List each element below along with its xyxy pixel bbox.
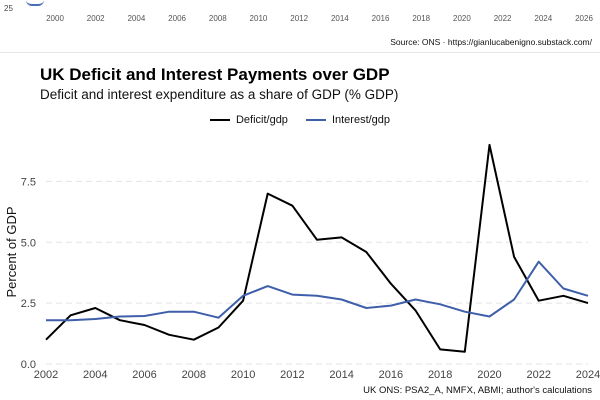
chart-legend: Deficit/gdp Interest/gdp — [0, 114, 600, 126]
previous-figure-x-tick: 2022 — [493, 14, 512, 23]
deficit-line — [45, 143, 589, 353]
x-tick-label: 2008 — [182, 369, 206, 381]
x-tick-label: 2004 — [83, 369, 107, 381]
x-tick-label: 2016 — [379, 369, 403, 381]
previous-figure-x-tick: 2026 — [575, 14, 593, 23]
legend-swatch-deficit — [209, 119, 230, 121]
x-tick-label: 2018 — [428, 369, 452, 381]
previous-figure-x-tick: 2006 — [168, 14, 186, 23]
x-tick-label: 2024 — [576, 369, 600, 381]
previous-figure-x-tick: 2016 — [371, 14, 390, 23]
chart-subtitle: Deficit and interest expenditure as a sh… — [40, 87, 399, 102]
legend-item-deficit: Deficit/gdp — [209, 114, 288, 126]
legend-label-interest: Interest/gdp — [331, 114, 391, 126]
previous-figure-x-tick: 2018 — [412, 14, 431, 23]
previous-figure-x-tick: 2024 — [534, 14, 553, 23]
x-tick-label: 2006 — [132, 369, 156, 381]
x-tick-label: 2010 — [231, 369, 255, 381]
legend-item-interest: Interest/gdp — [305, 114, 391, 126]
previous-figure-strip: 25 2000 2002 2004 2006 2008 2010 2012 2014 2016 2… — [0, 0, 600, 50]
y-tick-label: 0.0 — [21, 359, 36, 371]
x-tick-label: 2002 — [34, 369, 58, 381]
x-tick-label: 2022 — [526, 369, 550, 381]
y-tick-label: 5.0 — [21, 237, 36, 249]
previous-figure-x-tick: 2014 — [330, 14, 349, 23]
previous-figure-x-tick: 2012 — [290, 14, 309, 23]
previous-figure-line-fragment — [26, 0, 44, 6]
y-tick-label: 7.5 — [21, 176, 36, 188]
x-tick-label: 2014 — [329, 369, 353, 381]
previous-figure-x-tick: 2000 — [46, 14, 64, 23]
chart-title: UK Deficit and Interest Payments over GD… — [40, 65, 390, 84]
previous-figure-x-tick: 2004 — [127, 14, 146, 23]
previous-figure-x-tick: 2002 — [86, 14, 105, 23]
x-tick-label: 2012 — [280, 369, 304, 381]
x-tick-label: 2020 — [477, 369, 501, 381]
y-tick-label: 2.5 — [21, 298, 36, 310]
figure-divider — [0, 52, 600, 53]
legend-swatch-interest — [305, 119, 326, 121]
previous-figure-y-tick: 25 — [4, 4, 13, 13]
legend-label-deficit: Deficit/gdp — [235, 114, 288, 126]
previous-figure-x-tick: 2020 — [453, 14, 471, 23]
previous-figure-x-tick: 2010 — [249, 14, 268, 23]
y-axis-label: Percent of GDP — [4, 206, 19, 297]
previous-figure-x-tick: 2008 — [208, 14, 227, 23]
previous-figure-source: Source: ONS · https://gianlucabenigno.su… — [390, 37, 592, 47]
interest-line — [46, 260, 589, 322]
chart-caption: UK ONS: PSA2_A, NMFX, ABMI; author's cal… — [363, 385, 592, 396]
